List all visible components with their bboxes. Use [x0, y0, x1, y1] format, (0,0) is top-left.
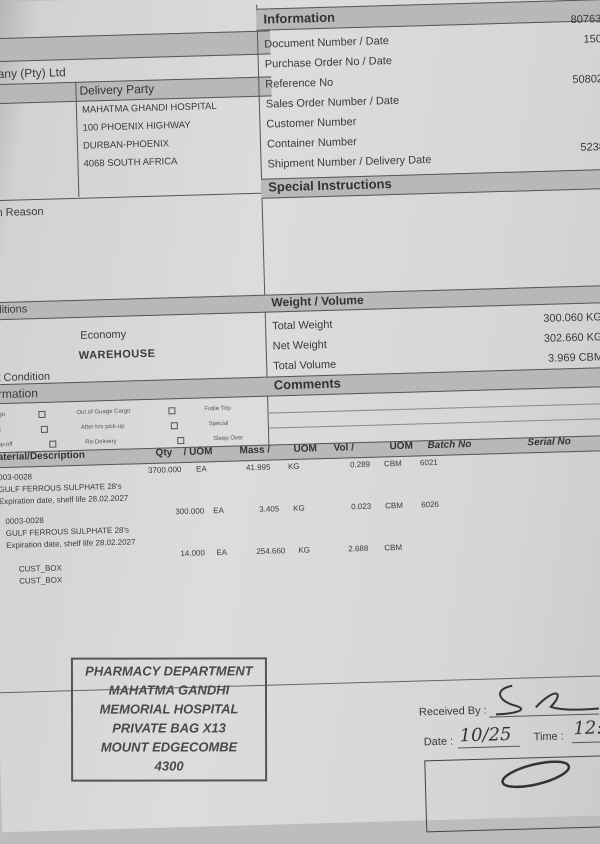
weight-value: 302.660 KG	[543, 331, 600, 345]
checkbox[interactable]	[40, 425, 48, 433]
info-label: Purchase Order No / Date	[264, 55, 393, 71]
service-level: Economy	[80, 328, 127, 342]
mass-uom: KG	[287, 461, 300, 472]
time-label: Time :	[533, 730, 564, 744]
qty: 300.000	[175, 506, 205, 517]
cargo-info-header: rmation	[0, 386, 39, 402]
uom: EA	[216, 547, 228, 558]
checkbox[interactable]	[49, 440, 57, 448]
conditions-header: ditions	[0, 303, 28, 317]
address-line: MAHATMA GHANDI HOSPITAL	[81, 100, 217, 116]
address-line: 4068 SOUTH AFRICA	[83, 156, 178, 170]
volume: 0.023	[351, 501, 372, 512]
company-name: pany (Pty) Ltd	[0, 65, 66, 82]
qty: 3700.000	[147, 465, 182, 475]
weight-label: Total Volume	[273, 358, 337, 373]
stamp-line: PHARMACY DEPARTMENT	[85, 663, 253, 679]
col-mass: Mass /	[239, 444, 271, 457]
stamp-line: MAHATMA GANDHI	[108, 682, 230, 698]
pharmacy-stamp: PHARMACY DEPARTMENT MAHATMA GANDHI MEMOR…	[70, 657, 268, 782]
info-value: 50802284	[572, 72, 600, 86]
volume-uom: CBM	[384, 542, 403, 553]
info-label: Sales Order Number / Date	[265, 94, 400, 111]
stamp-line: PRIVATE BAG X13	[112, 720, 226, 736]
mass-uom: KG	[298, 545, 311, 555]
cargo-option: Futile Trip	[204, 405, 231, 413]
time-value: 12:3	[573, 717, 600, 740]
material-description: CUST_BOX	[18, 575, 63, 586]
info-label: Container Number	[266, 136, 358, 151]
delivery-party-header: Delivery Party	[79, 81, 155, 98]
stamp-line: MEMORIAL HOSPITAL	[99, 701, 239, 717]
weight-value: 300.060 KG	[543, 311, 600, 325]
expiration-note: Expiration date, shelf life 28.02.2027	[0, 493, 129, 507]
signature-box	[424, 754, 600, 833]
mass: 254.660	[256, 546, 286, 556]
checkbox[interactable]	[168, 407, 176, 415]
col-mass-uom: UOM	[293, 443, 318, 455]
expiration-note: Expiration date, shelf life 28.02.2027	[5, 537, 136, 550]
batch-no: 6021	[419, 457, 438, 468]
mass: 41.995	[245, 462, 271, 473]
uom: EA	[213, 505, 225, 516]
volume-uom: CBM	[385, 500, 404, 511]
cargo-option: op-off	[0, 441, 13, 449]
col-vol-uom: UOM	[389, 440, 413, 453]
col-qty: Qty	[155, 447, 173, 459]
cargo-option: After hrs pick-up	[80, 423, 125, 431]
volume: 2.688	[348, 543, 369, 554]
location: WAREHOUSE	[78, 347, 156, 362]
information-header: Information	[263, 9, 336, 27]
info-label: Customer Number	[266, 116, 357, 131]
date-value: 10/25	[459, 723, 512, 747]
col-vol: Vol /	[333, 442, 355, 454]
return-reason-header: rn Reason	[0, 205, 44, 220]
cargo-option: Sleep Over	[213, 435, 244, 443]
col-serial: Serial No	[527, 436, 571, 449]
date-label: Date :	[423, 735, 454, 749]
weight-label: Total Weight	[271, 318, 333, 333]
comments-header: Comments	[273, 375, 342, 393]
delivery-address: MAHATMA GHANDI HOSPITAL 100 PHOENIX HIGH…	[82, 98, 219, 174]
mass: 3.405	[259, 504, 280, 514]
weight-label: Net Weight	[272, 338, 328, 353]
cargo-option: Out of Guage Cargo	[76, 408, 131, 416]
signature-scribble	[501, 760, 571, 789]
received-by-label: Received By :	[418, 704, 487, 719]
header-band	[0, 30, 271, 63]
cargo-option: ic	[0, 427, 1, 433]
signature	[495, 684, 599, 716]
info-value: 523837 /	[580, 140, 600, 154]
weight-volume-header: Weight / Volume	[271, 292, 364, 310]
info-value: 150444	[583, 32, 600, 46]
checkbox[interactable]	[177, 436, 185, 445]
info-label: Reference No	[265, 76, 334, 91]
uom: EA	[195, 464, 207, 474]
info-label: Shipment Number / Delivery Date	[267, 153, 432, 171]
col-uom: / UOM	[183, 446, 213, 458]
weight-value: 3.969 CBM	[547, 351, 600, 365]
col-batch: Batch No	[427, 438, 472, 452]
volume-uom: CBM	[383, 458, 402, 469]
qty: 14.000	[180, 548, 205, 559]
information-list: Document Number / Date 80763973 Purchase …	[264, 13, 600, 175]
weight-volume-list: Total Weight 300.060 KG Net Weight 302.660…	[272, 307, 600, 376]
batch-no: 6026	[421, 499, 440, 510]
mass-uom: KG	[293, 503, 305, 513]
cargo-option: Special	[208, 420, 229, 428]
volume: 0.289	[349, 459, 371, 470]
cargo-option: rgo	[0, 411, 6, 419]
stamp-line: 4300	[154, 758, 184, 774]
cargo-option: Re-Delivery	[85, 438, 117, 446]
stamp-line: MOUNT EDGECOMBE	[100, 739, 238, 755]
checkbox[interactable]	[38, 410, 46, 419]
checkbox[interactable]	[170, 422, 178, 430]
